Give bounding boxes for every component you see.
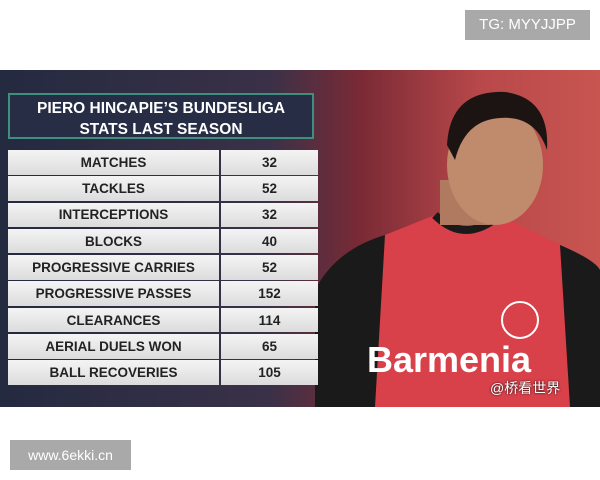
stat-label: TACKLES xyxy=(8,176,219,201)
stat-label: PROGRESSIVE PASSES xyxy=(8,281,219,306)
stat-label: BALL RECOVERIES xyxy=(8,360,219,385)
stat-value: 40 xyxy=(221,228,318,254)
image-watermark: @桥看世界 xyxy=(490,380,561,396)
stat-label: MATCHES xyxy=(8,150,219,175)
player-photo: Barmenia xyxy=(315,91,600,407)
stat-value: 65 xyxy=(221,334,318,359)
table-row: AERIAL DUELS WON 65 xyxy=(8,334,318,359)
stat-value: 52 xyxy=(221,176,318,201)
stat-label: AERIAL DUELS WON xyxy=(8,334,219,359)
stat-value: 32 xyxy=(221,150,318,175)
shirt-sponsor: Barmenia xyxy=(367,339,532,380)
table-row: BLOCKS 40 xyxy=(8,228,318,254)
table-row: PROGRESSIVE PASSES 152 xyxy=(8,281,318,306)
table-row: TACKLES 52 xyxy=(8,176,318,201)
stat-value: 114 xyxy=(221,307,318,333)
stats-table: MATCHES 32 TACKLES 52 INTERCEPTIONS 32 BLOCKS 4… xyxy=(8,150,318,387)
table-row: PROGRESSIVE CARRIES 52 xyxy=(8,255,318,280)
stat-value: 105 xyxy=(221,360,318,385)
tg-watermark: TG: MYYJJPP xyxy=(465,10,590,40)
title-line-2: STATS LAST SEASON xyxy=(79,121,243,138)
stat-label: BLOCKS xyxy=(8,228,219,254)
club-crest-icon xyxy=(501,301,539,339)
stat-label: INTERCEPTIONS xyxy=(8,202,219,228)
stat-label: CLEARANCES xyxy=(8,307,219,333)
title-line-1: PIERO HINCAPIE’S BUNDESLIGA xyxy=(36,100,286,117)
stat-value: 32 xyxy=(221,202,318,228)
stat-value: 52 xyxy=(221,255,318,280)
table-row: CLEARANCES 114 xyxy=(8,307,318,333)
stats-graphic: Barmenia PIERO HINCAPIE’S BUNDESLIGA STA… xyxy=(0,70,600,407)
graphic-title: PIERO HINCAPIE’S BUNDESLIGA STATS LAST S… xyxy=(8,93,314,139)
stat-value: 152 xyxy=(221,281,318,306)
table-row: MATCHES 32 xyxy=(8,150,318,175)
table-row: INTERCEPTIONS 32 xyxy=(8,202,318,228)
table-row: BALL RECOVERIES 105 xyxy=(8,360,318,385)
stat-label: PROGRESSIVE CARRIES xyxy=(8,255,219,280)
site-watermark: www.6ekki.cn xyxy=(10,440,131,470)
